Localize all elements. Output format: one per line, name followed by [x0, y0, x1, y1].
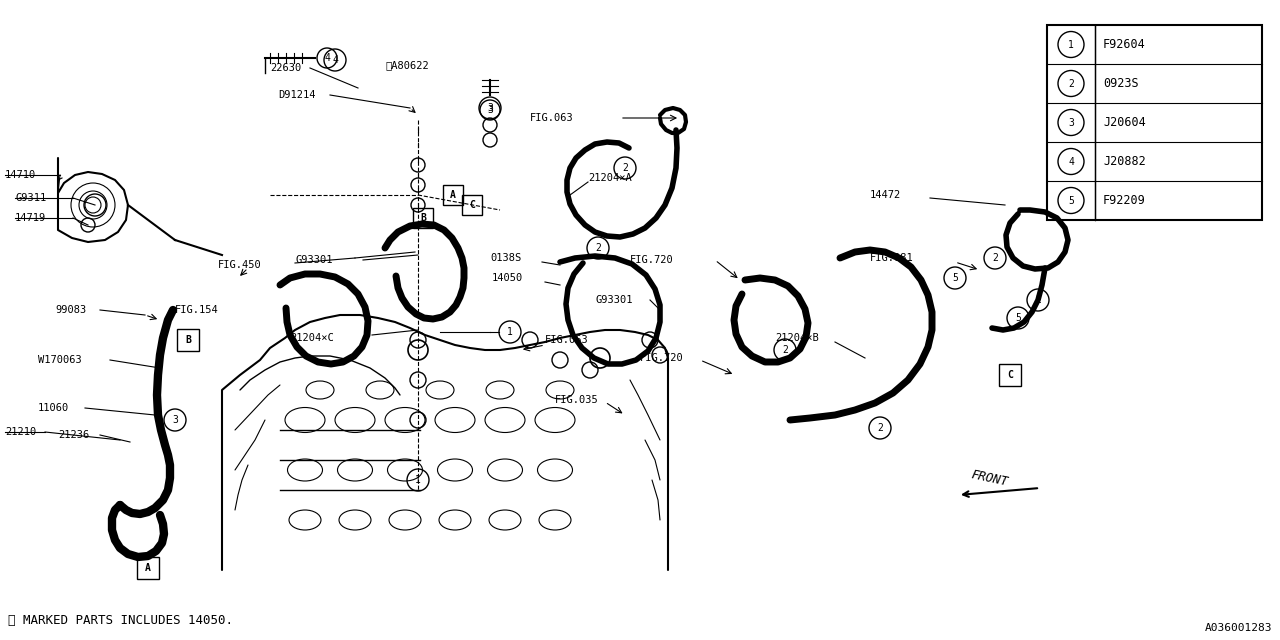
Bar [462, 195, 483, 215]
Text: 0138S: 0138S [490, 253, 521, 263]
Text: 1: 1 [507, 327, 513, 337]
Text: 3: 3 [488, 103, 493, 113]
Text: B: B [420, 213, 426, 223]
Text: 14050: 14050 [492, 273, 524, 283]
Text: 21204×B: 21204×B [774, 333, 819, 343]
Text: C: C [468, 200, 475, 210]
Text: A036001283: A036001283 [1204, 623, 1272, 633]
Text: 4: 4 [1068, 157, 1074, 166]
Text: 5: 5 [952, 273, 957, 283]
Text: FIG.450: FIG.450 [218, 260, 261, 270]
Text: 2: 2 [992, 253, 998, 263]
Text: FIG.035: FIG.035 [556, 395, 599, 405]
Bar [413, 208, 433, 228]
Text: D91214: D91214 [278, 90, 315, 100]
Text: FIG.154: FIG.154 [175, 305, 219, 315]
Text: 2: 2 [877, 423, 883, 433]
Text: 5: 5 [1015, 313, 1021, 323]
Text: 4: 4 [324, 53, 330, 63]
Text: 14472: 14472 [870, 190, 901, 200]
Bar [998, 364, 1021, 386]
Bar [177, 329, 198, 351]
Bar [137, 557, 159, 579]
Text: 14719: 14719 [15, 213, 46, 223]
Text: 2: 2 [622, 163, 628, 173]
Text: 1: 1 [1068, 40, 1074, 49]
Text: B: B [186, 335, 191, 345]
Text: 5: 5 [1068, 195, 1074, 205]
Text: 2: 2 [782, 345, 788, 355]
Text: F92604: F92604 [1103, 38, 1146, 51]
Text: W170063: W170063 [38, 355, 82, 365]
Text: A: A [145, 563, 151, 573]
Text: 4: 4 [332, 55, 338, 65]
Text: G9311: G9311 [15, 193, 46, 203]
Bar [1047, 25, 1262, 220]
Text: 0923S: 0923S [1103, 77, 1139, 90]
Text: 3: 3 [488, 105, 493, 115]
Text: ※A80622: ※A80622 [385, 60, 429, 70]
Text: A: A [451, 190, 456, 200]
Text: ※ MARKED PARTS INCLUDES 14050.: ※ MARKED PARTS INCLUDES 14050. [8, 614, 233, 627]
Text: FIG.720: FIG.720 [640, 353, 684, 363]
Text: 14710: 14710 [5, 170, 36, 180]
Text: J20604: J20604 [1103, 116, 1146, 129]
Text: FIG.063: FIG.063 [530, 113, 573, 123]
Text: FIG.720: FIG.720 [630, 255, 673, 265]
Text: 21236: 21236 [58, 430, 90, 440]
Text: F92209: F92209 [1103, 194, 1146, 207]
Text: 3: 3 [1068, 118, 1074, 127]
Text: G93301: G93301 [595, 295, 632, 305]
Text: 21204×A: 21204×A [588, 173, 632, 183]
Text: 2: 2 [1068, 79, 1074, 88]
Text: 1: 1 [415, 475, 421, 485]
Text: FRONT: FRONT [970, 468, 1010, 488]
Text: J20882: J20882 [1103, 155, 1146, 168]
Text: FIG.081: FIG.081 [870, 253, 914, 263]
Text: 2: 2 [1036, 295, 1041, 305]
Text: 3: 3 [172, 415, 178, 425]
Text: 11060: 11060 [38, 403, 69, 413]
Text: FIG.063: FIG.063 [545, 335, 589, 345]
Text: 99083: 99083 [55, 305, 86, 315]
Text: C: C [1007, 370, 1012, 380]
Text: 21210: 21210 [5, 427, 36, 437]
Bar [443, 185, 463, 205]
Text: G93301: G93301 [294, 255, 333, 265]
Text: 2: 2 [595, 243, 600, 253]
Text: 22630: 22630 [270, 63, 301, 73]
Text: 21204×C: 21204×C [291, 333, 334, 343]
